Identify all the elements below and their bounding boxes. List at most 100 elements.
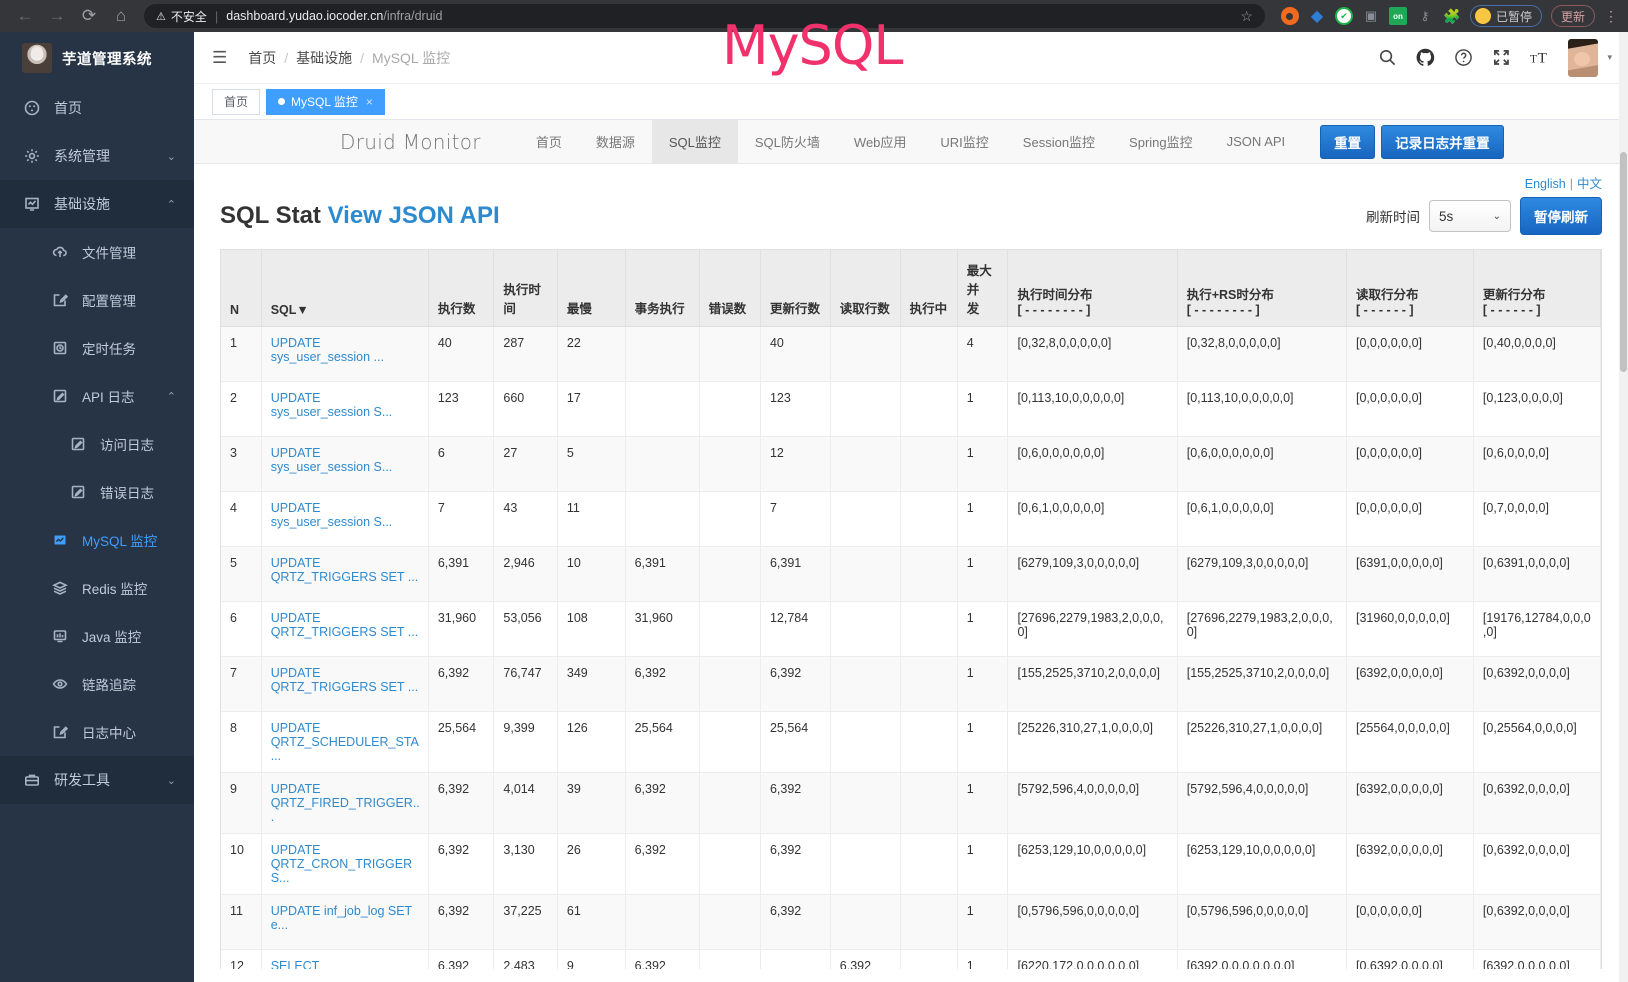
cell-sql[interactable]: UPDATE sys_user_session S... [261,491,429,547]
sidebar-item-dev-tools[interactable]: 研发工具 ⌄ [0,756,194,804]
druid-nav-json-api[interactable]: JSON API [1226,134,1286,149]
sql-stat-table-wrapper[interactable]: N SQL▼ 执行数 执行时间 最慢 事务执行 错误数 更新行数 读取行数 执行… [220,249,1602,969]
reset-button[interactable]: 重置 [1320,124,1376,159]
cell-sql[interactable]: UPDATE sys_user_session S... [261,436,429,492]
blue-diamond-extension-icon[interactable]: ◆ [1310,8,1324,25]
help-circle-icon[interactable] [1454,48,1473,67]
forward-icon[interactable]: → [48,6,66,25]
col-header-exec-count[interactable]: 执行数 [428,250,495,327]
sql-link[interactable]: UPDATE sys_user_session ... [270,336,384,364]
tab-mysql-monitor[interactable]: MySQL 监控 × [266,88,385,115]
sql-link[interactable]: UPDATE sys_user_session S... [270,501,393,529]
druid-nav-home[interactable]: 首页 [535,135,562,150]
bookmark-star-icon[interactable]: ☆ [1240,7,1253,24]
sidebar-item-mysql-monitor[interactable]: MySQL 监控 [0,516,194,564]
pause-refresh-button[interactable]: 暂停刷新 [1520,197,1602,235]
sql-link[interactable]: UPDATE QRTZ_FIRED_TRIGGER... [270,782,420,824]
lang-english-link[interactable]: English [1524,177,1566,191]
page-scrollbar-thumb[interactable] [1620,152,1627,372]
col-header-n[interactable]: N [221,250,262,327]
sidebar-item-home[interactable]: 首页 [0,84,194,132]
sidebar-item-config-manage[interactable]: 配置管理 [0,276,194,324]
col-header-max-concurrency[interactable]: 最大并 发 [957,250,1009,327]
sql-link[interactable]: UPDATE QRTZ_TRIGGERS SET ... [270,556,419,584]
cell-sql[interactable]: UPDATE sys_user_session S... [261,381,429,437]
sql-link[interactable]: UPDATE sys_user_session S... [270,391,393,419]
breadcrumb-item-infrastructure[interactable]: 基础设施 [296,49,353,66]
cell-sql[interactable]: UPDATE QRTZ_CRON_TRIGGERS... [261,833,429,895]
col-header-tx-exec[interactable]: 事务执行 [625,250,700,327]
col-header-sql[interactable]: SQL▼ [261,250,429,327]
col-header-slowest[interactable]: 最慢 [557,250,626,327]
reload-icon[interactable]: ⟳ [81,6,97,25]
col-header-read-rows-dist[interactable]: 读取行分布 [ - - - - - - ] [1346,250,1474,327]
col-header-exec-time-dist[interactable]: 执行时间分布 [ - - - - - - - - ] [1007,250,1178,327]
col-header-exec-time[interactable]: 执行时间 [493,250,558,327]
hamburger-icon[interactable]: ☰ [212,47,227,67]
sidebar-item-trace[interactable]: 链路追踪 [0,660,194,708]
cell-sql[interactable]: UPDATE QRTZ_SCHEDULER_STA... [261,711,429,773]
sidebar-item-scheduled-task[interactable]: 定时任务 [0,324,194,372]
sidebar-item-file-manage[interactable]: 文件管理 [0,228,194,276]
cell-sql[interactable]: UPDATE QRTZ_FIRED_TRIGGER... [261,772,429,834]
green-check-extension-icon[interactable]: ✔ [1334,7,1353,25]
page-scrollbar[interactable] [1619,32,1628,982]
lang-chinese-link[interactable]: 中文 [1576,177,1602,191]
druid-nav-spring-monitor[interactable]: Spring监控 [1129,135,1193,150]
cell-sql[interactable]: UPDATE sys_user_session ... [261,326,429,382]
list-on-extension-icon[interactable]: on [1388,7,1407,25]
druid-nav-uri-monitor[interactable]: URI监控 [940,135,989,150]
cell-sql[interactable]: SELECT TRIGGER_STATE [261,949,429,969]
sidebar-item-api-log[interactable]: API 日志 ⌃ [0,372,194,420]
back-icon[interactable]: ← [16,6,34,25]
github-icon[interactable] [1416,48,1435,67]
breadcrumb-item-home[interactable]: 首页 [248,49,277,66]
col-header-exec-rs-dist[interactable]: 执行+RS时分布 [ - - - - - - - - ] [1177,250,1347,327]
druid-nav-web-app[interactable]: Web应用 [853,135,907,150]
orange-circle-extension-icon[interactable] [1280,7,1299,25]
fullscreen-icon[interactable] [1492,48,1511,67]
puzzle-extension-icon[interactable]: 🧩 [1443,7,1461,24]
kebab-menu-icon[interactable]: ⋮ [1604,8,1618,24]
brand[interactable]: 芋道管理系统 [0,32,194,84]
sql-link[interactable]: UPDATE QRTZ_TRIGGERS SET ... [270,666,419,694]
col-header-running[interactable]: 执行中 [900,250,958,327]
sql-link[interactable]: UPDATE QRTZ_SCHEDULER_STA... [270,721,419,763]
paused-profile-pill[interactable]: 已暂停 [1469,5,1542,27]
grid-extension-icon[interactable]: ▣ [1364,8,1378,23]
druid-nav-sql-monitor[interactable]: SQL监控 [651,120,738,164]
cell-sql[interactable]: UPDATE QRTZ_TRIGGERS SET ... [261,546,429,602]
log-and-reset-button[interactable]: 记录日志并重置 [1381,124,1504,159]
druid-nav-session-monitor[interactable]: Session监控 [1022,135,1096,150]
sql-link[interactable]: UPDATE sys_user_session S... [270,446,393,474]
sidebar-item-redis-monitor[interactable]: Redis 监控 [0,564,194,612]
sidebar-item-java-monitor[interactable]: Java 监控 [0,612,194,660]
address-bar[interactable]: ⚠ 不安全 | dashboard.yudao.iocoder.cn /infr… [144,4,1265,28]
sidebar-item-system[interactable]: 系统管理 ⌄ [0,132,194,180]
chevron-down-icon[interactable]: ▾ [1607,52,1612,62]
sql-link[interactable]: SELECT TRIGGER_STATE [270,959,320,969]
cell-sql[interactable]: UPDATE QRTZ_TRIGGERS SET ... [261,601,429,657]
sidebar-item-infrastructure[interactable]: 基础设施 ⌃ [0,180,194,228]
col-header-read-rows[interactable]: 读取行数 [830,250,901,327]
cell-sql[interactable]: UPDATE inf_job_log SET e... [261,894,429,950]
refresh-interval-select[interactable]: 5s ⌄ [1429,200,1511,232]
view-json-api-link[interactable]: View JSON API [327,202,500,229]
druid-nav-sql-firewall[interactable]: SQL防火墙 [754,135,820,150]
home-icon[interactable]: ⌂ [115,6,127,25]
col-header-update-rows-dist[interactable]: 更新行分布 [ - - - - - - ] [1473,250,1601,327]
close-icon[interactable]: × [365,94,373,109]
sidebar-item-log-center[interactable]: 日志中心 [0,708,194,756]
sidebar-item-access-log[interactable]: 访问日志 [0,420,194,468]
druid-nav-datasource[interactable]: 数据源 [595,135,635,150]
key-extension-icon[interactable]: ⚷ [1420,9,1430,23]
search-icon[interactable] [1378,48,1397,67]
sql-link[interactable]: UPDATE inf_job_log SET e... [270,904,412,932]
sidebar-item-error-log[interactable]: 错误日志 [0,468,194,516]
update-button[interactable]: 更新 [1550,5,1595,27]
tab-home[interactable]: 首页 [212,88,261,115]
col-header-update-rows[interactable]: 更新行数 [760,250,831,327]
sql-link[interactable]: UPDATE QRTZ_TRIGGERS SET ... [270,611,419,639]
cell-sql[interactable]: UPDATE QRTZ_TRIGGERS SET ... [261,656,429,712]
